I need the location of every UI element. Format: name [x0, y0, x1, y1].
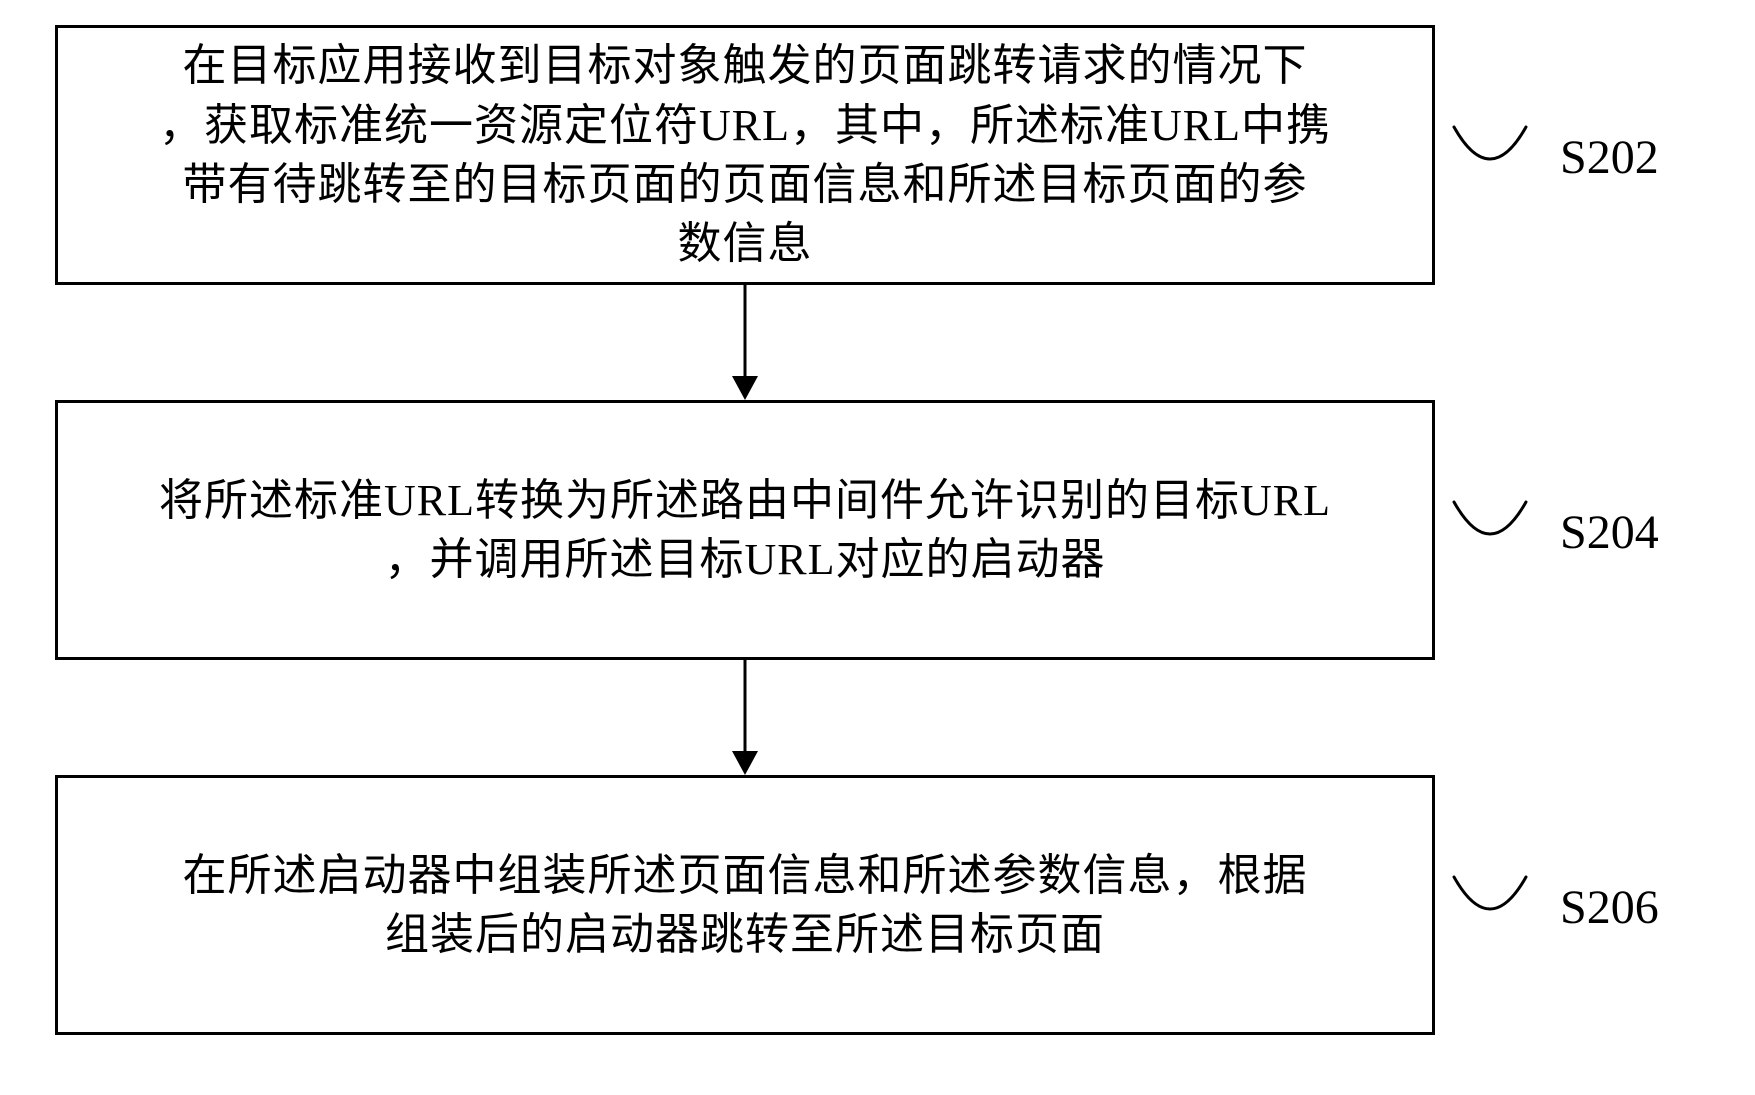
step-box-S204: 将所述标准URL转换为所述路由中间件允许识别的目标URL ，并调用所述目标URL… [55, 400, 1435, 660]
step-text-S206: 在所述启动器中组装所述页面信息和所述参数信息，根据 组装后的启动器跳转至所述目标… [183, 846, 1308, 965]
step-label-S206: S206 [1560, 880, 1659, 935]
step-label-S202: S202 [1560, 130, 1659, 185]
label-connector-S202 [1435, 105, 1570, 205]
label-connector-S206 [1435, 855, 1570, 955]
label-connector-S204 [1435, 480, 1570, 580]
flowchart-canvas: 在目标应用接收到目标对象触发的页面跳转请求的情况下 ，获取标准统一资源定位符UR… [0, 0, 1755, 1095]
step-box-S206: 在所述启动器中组装所述页面信息和所述参数信息，根据 组装后的启动器跳转至所述目标… [55, 775, 1435, 1035]
step-box-S202: 在目标应用接收到目标对象触发的页面跳转请求的情况下 ，获取标准统一资源定位符UR… [55, 25, 1435, 285]
arrow-S204-to-S206 [727, 660, 763, 779]
step-text-S204: 将所述标准URL转换为所述路由中间件允许识别的目标URL ，并调用所述目标URL… [159, 471, 1331, 590]
step-text-S202: 在目标应用接收到目标对象触发的页面跳转请求的情况下 ，获取标准统一资源定位符UR… [159, 36, 1331, 274]
arrow-S202-to-S204 [727, 285, 763, 404]
step-label-S204: S204 [1560, 505, 1659, 560]
